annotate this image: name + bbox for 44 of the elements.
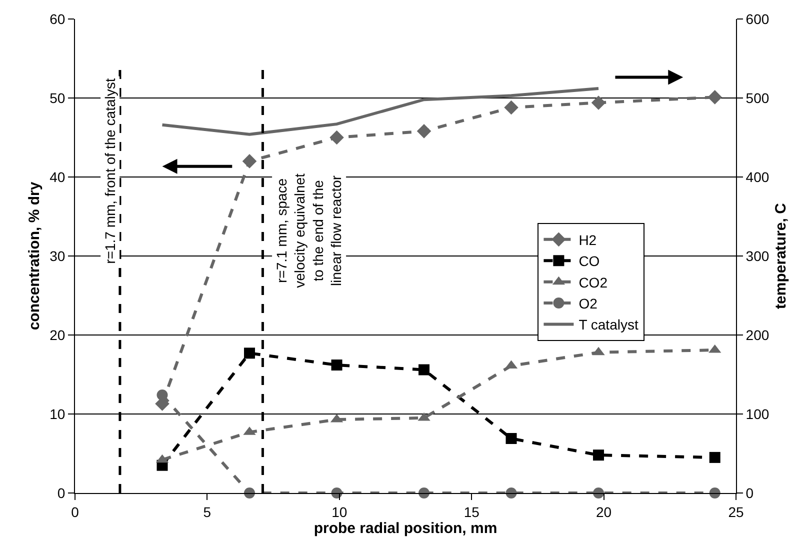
ref-line-label: r=7.1 mm, space velocity equivalnet to the end of the linear flow reactor: [274, 173, 344, 288]
point: [506, 432, 517, 444]
line-series: [160, 87, 600, 136]
y2-axis-title: temperature, C: [772, 202, 790, 309]
y-tick-label: 0: [57, 484, 66, 501]
point: [156, 390, 168, 401]
y2-tick-label: 0: [746, 484, 754, 501]
x-tick-label: 10: [332, 504, 348, 520]
ref-line-label: r=1.7 mm, front of the catalyst: [102, 78, 118, 264]
legend-label: CO2: [578, 274, 608, 290]
y2-tick-label: 600: [746, 10, 770, 27]
y2-tick-label: 400: [746, 168, 770, 185]
x-axis-title: probe radial position, mm: [314, 520, 498, 537]
y-axis-title: concentration, % dry: [26, 181, 43, 330]
y2-tick-label: 100: [746, 406, 770, 422]
y-tick-label: 60: [50, 10, 66, 27]
x-tick-label: 5: [203, 504, 212, 520]
x-tick-label: 25: [728, 504, 744, 520]
y2-tick-label: 500: [746, 90, 770, 106]
point: [591, 96, 606, 110]
y2-tick-label: 200: [746, 326, 770, 343]
point: [504, 100, 518, 115]
y-tick-label: 50: [50, 90, 66, 106]
point: [416, 124, 432, 138]
point: [418, 364, 430, 376]
legend-label: T catalyst: [578, 316, 638, 333]
point: [242, 154, 257, 168]
y-tick-label: 20: [50, 326, 66, 343]
legend-label: CO: [578, 253, 600, 270]
legend-label: O2: [578, 295, 598, 312]
y2-tick-label: 300: [746, 248, 770, 264]
point: [593, 450, 604, 461]
point: [331, 360, 342, 371]
legend-label: H2: [578, 232, 597, 248]
y-tick-label: 30: [50, 248, 66, 264]
point: [330, 130, 344, 145]
point: [244, 348, 255, 359]
point: [708, 90, 722, 104]
y-tick-label: 40: [50, 168, 66, 185]
x-tick-label: 0: [71, 504, 80, 520]
point: [709, 452, 720, 463]
x-tick-label: 20: [596, 504, 612, 520]
x-tick-label: 15: [464, 504, 480, 520]
y-tick-label: 10: [50, 406, 66, 422]
